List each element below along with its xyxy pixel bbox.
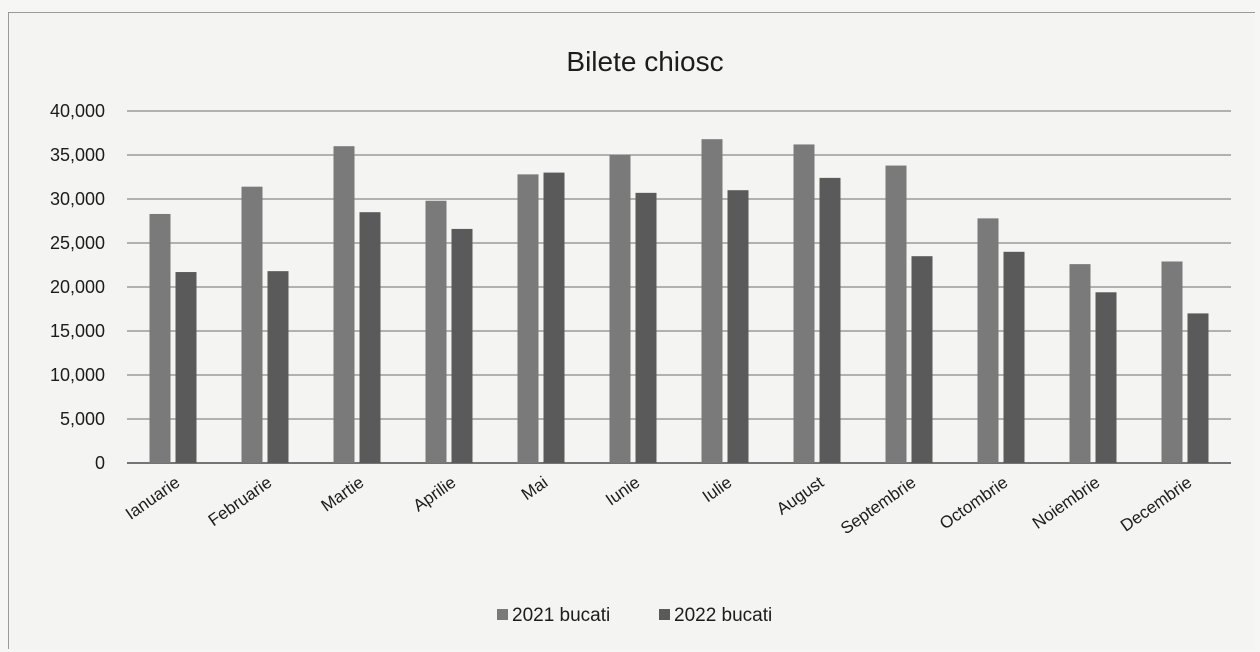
legend-label: 2022 bucati — [674, 605, 772, 626]
bar-2-decembrie — [1187, 313, 1209, 463]
x-tick-label: Februarie — [205, 473, 276, 530]
x-tick-label: Decembrie — [1117, 473, 1195, 536]
bar-2-septembrie — [911, 256, 933, 463]
y-tick-label: 20,000 — [50, 277, 105, 297]
legend: 2021 bucati 2022 bucati — [497, 605, 772, 626]
bar-1-august — [793, 144, 815, 463]
bar-1-aprilie — [425, 200, 447, 463]
legend-label: 2021 bucati — [512, 605, 610, 626]
x-axis-ticks: Ianuarie Februarie Martie Aprilie Mai Iunie Iu… — [122, 473, 1195, 539]
bars — [149, 139, 1209, 464]
bar-1-iulie — [701, 139, 723, 463]
x-tick-label: Aprilie — [410, 473, 460, 516]
x-tick-label: Octombrie — [936, 473, 1011, 534]
y-tick-label: 10,000 — [50, 365, 105, 385]
bar-1-octombrie — [977, 218, 999, 463]
bar-1-iunie — [609, 155, 631, 463]
x-tick-label: Martie — [318, 473, 368, 516]
x-tick-label: Septembrie — [837, 473, 919, 538]
bar-1-februarie — [241, 186, 263, 463]
chart-title: Bilete chiosc — [566, 46, 723, 77]
y-tick-label: 35,000 — [50, 145, 105, 165]
x-tick-label: Mai — [518, 473, 551, 504]
y-tick-label: 5,000 — [60, 409, 105, 429]
bar-2-iulie — [727, 190, 749, 463]
x-tick-label: Iulie — [699, 473, 735, 506]
y-tick-label: 15,000 — [50, 321, 105, 341]
bar-1-ianuarie — [149, 213, 171, 463]
y-tick-label: 0 — [95, 453, 105, 473]
y-tick-label: 40,000 — [50, 101, 105, 121]
bar-2-iunie — [635, 192, 657, 463]
bar-2-aprilie — [451, 228, 473, 463]
y-tick-label: 25,000 — [50, 233, 105, 253]
y-tick-label: 30,000 — [50, 189, 105, 209]
y-axis-ticks: 0 5,000 10,000 15,000 20,000 25,000 30,000 35,0… — [50, 101, 105, 473]
x-tick-label: Iunie — [602, 473, 643, 510]
bar-2-mai — [543, 172, 565, 463]
bar-2-ianuarie — [175, 272, 197, 463]
gridlines — [127, 110, 1231, 464]
legend-swatch — [659, 609, 670, 620]
bar-2-octombrie — [1003, 251, 1025, 463]
bar-2-februarie — [267, 271, 289, 463]
bar-1-martie — [333, 146, 355, 463]
chart-frame: Bilete chiosc 0 5,000 10,000 15,000 20,000 25… — [8, 12, 1255, 649]
bar-chart: Bilete chiosc 0 5,000 10,000 15,000 20,000 25… — [50, 46, 1231, 626]
x-tick-label: August — [773, 473, 827, 519]
bar-1-septembrie — [885, 165, 907, 463]
bar-2-august — [819, 177, 841, 463]
bar-1-mai — [517, 174, 539, 464]
bar-2-martie — [359, 212, 381, 463]
legend-swatch — [497, 609, 508, 620]
bar-2-noiembrie — [1095, 292, 1117, 463]
x-tick-label: Noiembrie — [1029, 473, 1103, 533]
bar-1-decembrie — [1161, 261, 1183, 463]
bar-1-noiembrie — [1069, 264, 1091, 463]
x-tick-label: Ianuarie — [122, 473, 183, 524]
